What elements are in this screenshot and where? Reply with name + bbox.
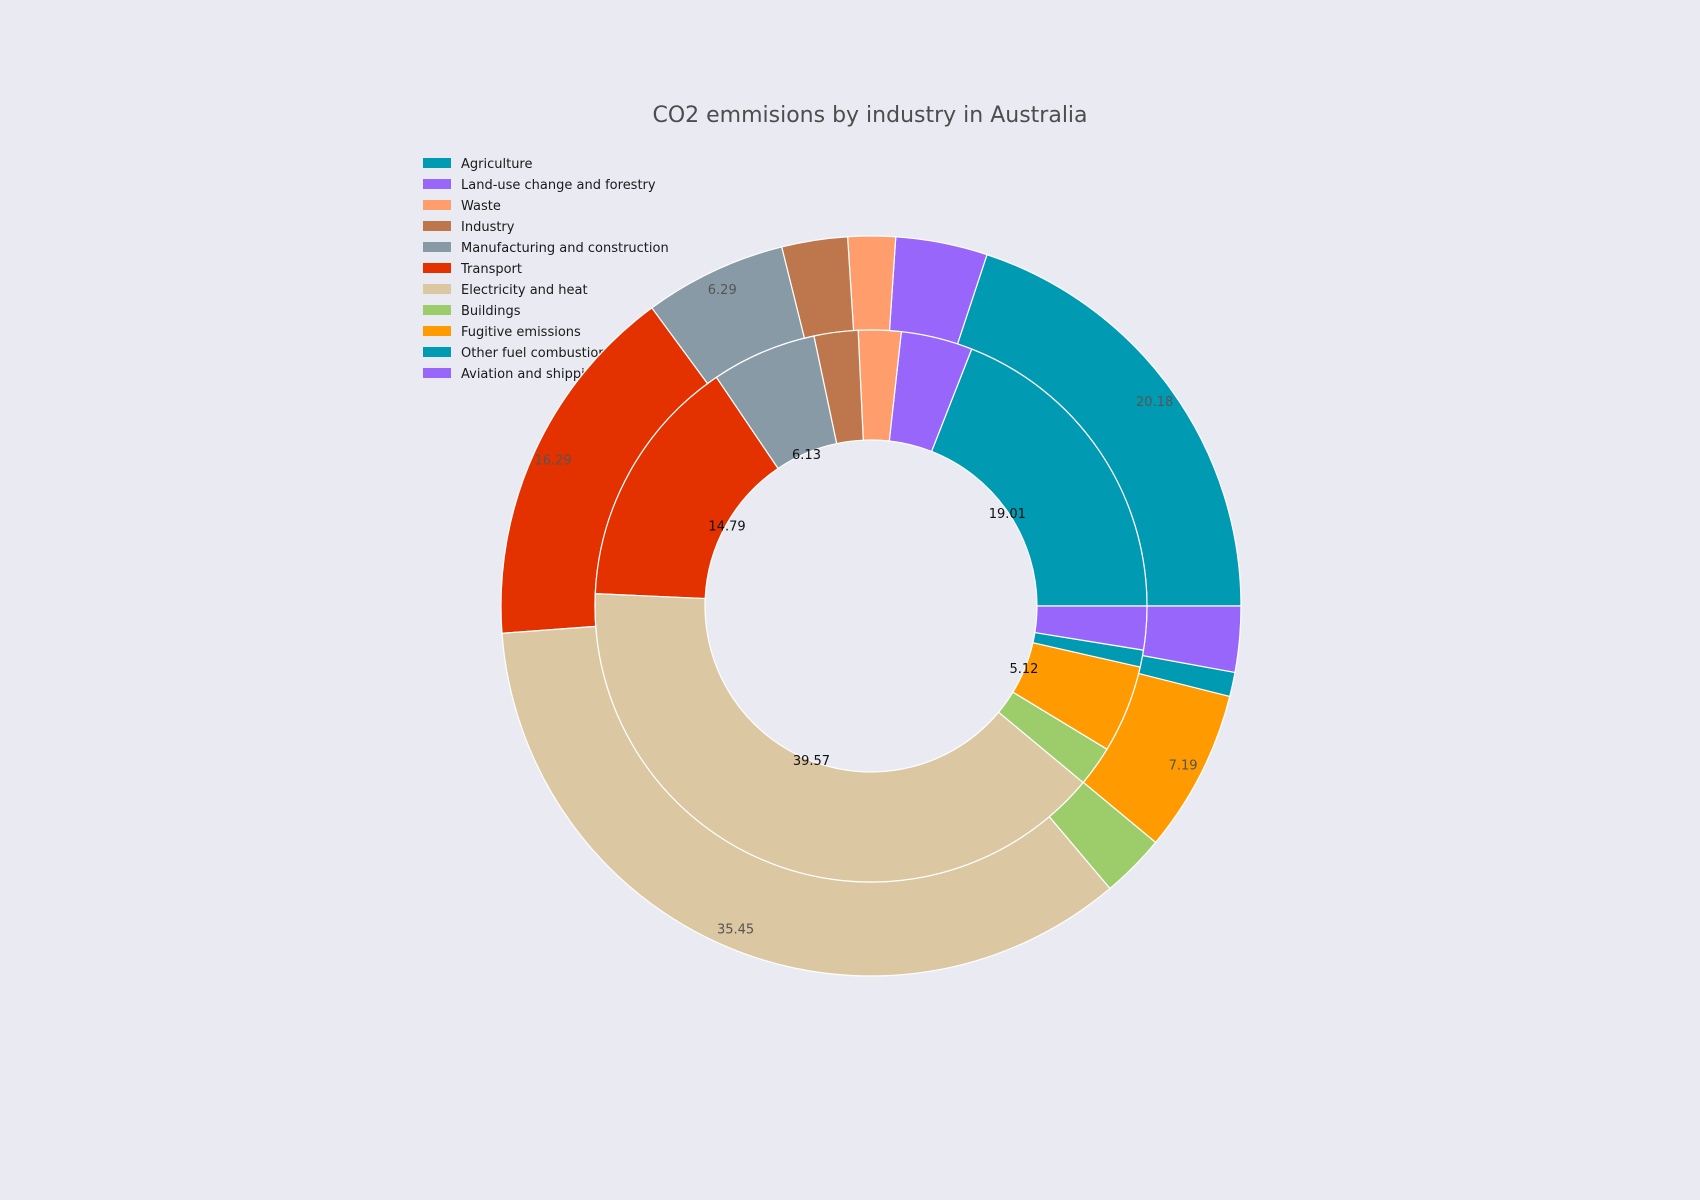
inner-label-manufacturing-and-construction: 6.13 <box>792 448 821 463</box>
legend-label-waste: Waste <box>461 199 501 214</box>
outer-ring <box>500 235 1242 977</box>
inner-slice-aviation-and-shipping <box>1034 605 1148 651</box>
outer-label-transport: 16.29 <box>534 454 571 469</box>
legend-swatch-buildings <box>423 305 451 315</box>
legend-swatch-aviation-and-shipping <box>423 368 451 378</box>
legend-swatch-waste <box>423 200 451 210</box>
legend-swatch-other-fuel-combustion <box>423 347 451 357</box>
outer-label-manufacturing-and-construction: 6.29 <box>708 283 737 298</box>
inner-label-fugitive-emissions: 5.12 <box>1009 662 1038 677</box>
inner-slice-electricity-and-heat <box>594 593 1084 883</box>
legend: Agriculture Land-use change and forestry W… <box>423 157 669 382</box>
legend-swatch-transport <box>423 263 451 273</box>
legend-label-land-use-change-and-forestry: Land-use change and forestry <box>461 178 656 193</box>
legend-swatch-industry <box>423 221 451 231</box>
legend-swatch-fugitive-emissions <box>423 326 451 336</box>
legend-label-manufacturing-and-construction: Manufacturing and construction <box>461 241 669 256</box>
inner-ring <box>594 329 1148 883</box>
legend-label-buildings: Buildings <box>461 304 521 319</box>
outer-label-agriculture: 20.18 <box>1136 395 1173 410</box>
outer-label-electricity-and-heat: 35.45 <box>717 923 754 938</box>
outer-slice-waste <box>846 235 897 332</box>
legend-label-industry: Industry <box>461 220 515 235</box>
outer-label-fugitive-emissions: 7.19 <box>1169 758 1198 773</box>
legend-swatch-land-use-change-and-forestry <box>423 179 451 189</box>
legend-swatch-electricity-and-heat <box>423 284 451 294</box>
legend-label-fugitive-emissions: Fugitive emissions <box>461 325 581 340</box>
legend-label-electricity-and-heat: Electricity and heat <box>461 283 588 298</box>
inner-slice-agriculture <box>930 348 1148 607</box>
legend-label-agriculture: Agriculture <box>461 157 533 172</box>
inner-label-electricity-and-heat: 39.57 <box>793 754 830 769</box>
legend-label-other-fuel-combustion: Other fuel combustion <box>461 346 607 361</box>
legend-label-transport: Transport <box>460 262 522 277</box>
legend-label-aviation-and-shipping: Aviation and shipping <box>461 367 601 382</box>
legend-swatch-agriculture <box>423 158 451 168</box>
inner-label-transport: 14.79 <box>708 519 745 534</box>
chart-title: CO2 emmisions by industry in Australia <box>652 103 1087 128</box>
inner-label-agriculture: 19.01 <box>989 507 1026 522</box>
outer-ring-labels: 20.18 6.29 16.29 35.45 7.19 <box>534 283 1197 938</box>
inner-ring-labels: 19.01 6.13 14.79 39.57 5.12 <box>708 448 1038 769</box>
legend-swatch-manufacturing-and-construction <box>423 242 451 252</box>
